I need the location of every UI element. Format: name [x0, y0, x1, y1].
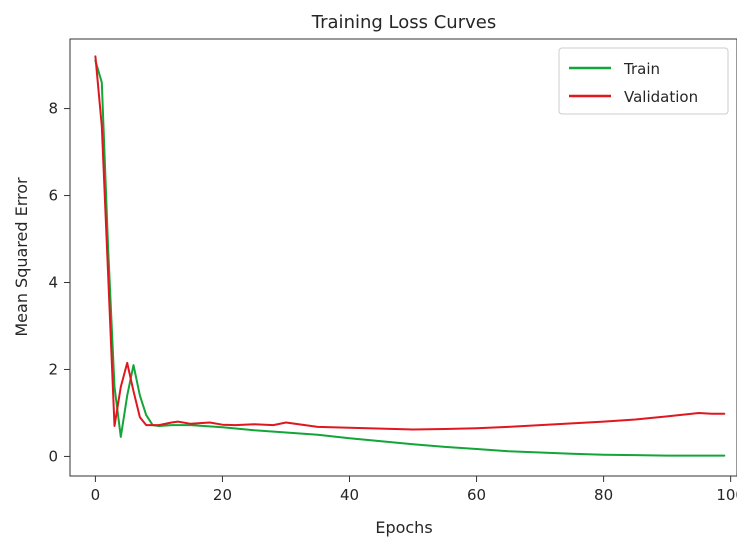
series-lines — [94, 55, 726, 457]
y-tick-label: 0 — [48, 447, 58, 465]
plot-frame — [69, 38, 737, 477]
x-tick-label: 80 — [594, 486, 613, 504]
legend-label-train: Train — [623, 60, 660, 78]
x-tick-label: 20 — [213, 486, 232, 504]
legend: Train Validation — [558, 47, 729, 115]
y-tick-label: 2 — [48, 360, 58, 378]
x-tick-label: 40 — [340, 486, 359, 504]
y-tick-label: 8 — [48, 100, 58, 118]
legend-label-validation: Validation — [624, 88, 698, 106]
x-tick-label: 100 — [716, 486, 737, 504]
x-tick-label: 0 — [91, 486, 101, 504]
y-tick-label: 4 — [48, 274, 58, 292]
y-axis-label: Mean Squared Error — [12, 177, 31, 337]
series-line-train — [94, 59, 726, 457]
series-line-validation — [94, 55, 726, 431]
x-axis-ticks: 0 20 40 60 80 100 — [91, 476, 737, 504]
chart-title: Training Loss Curves — [311, 12, 496, 33]
plot-area — [69, 38, 737, 477]
legend-box — [558, 47, 729, 115]
y-axis-ticks: 0 2 4 6 8 — [48, 100, 70, 465]
x-axis-label: Epochs — [375, 518, 432, 537]
x-tick-label: 60 — [467, 486, 486, 504]
y-tick-label: 6 — [48, 187, 58, 205]
